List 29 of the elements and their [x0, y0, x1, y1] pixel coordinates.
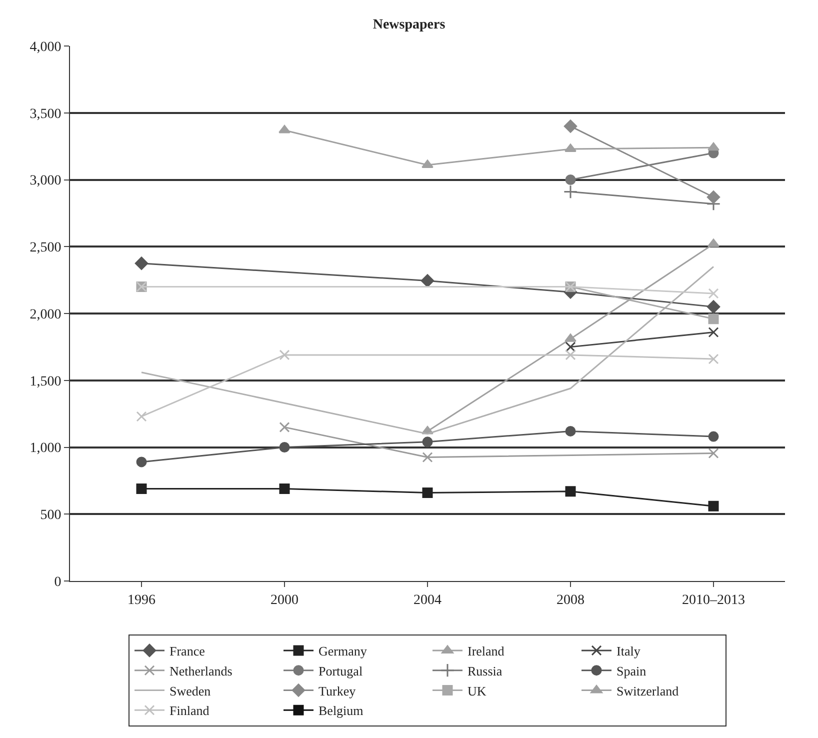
- y-tick-label: 0: [54, 574, 62, 590]
- y-tick-label: 1,500: [30, 374, 62, 390]
- legend-label: Switzerland: [616, 683, 680, 698]
- legend-label: Sweden: [170, 683, 212, 698]
- x-tick-label: 2000: [270, 592, 298, 608]
- y-tick-label: 3,500: [30, 106, 62, 122]
- legend-label: Finland: [170, 703, 210, 718]
- legend-label: Belgium: [318, 703, 364, 718]
- y-tick-label: 1,000: [30, 441, 62, 456]
- y-tick-label: 3,000: [30, 174, 62, 189]
- y-tick-label: 2,500: [30, 240, 62, 256]
- y-tick-label: 4,000: [30, 40, 62, 55]
- legend-label: Italy: [616, 644, 641, 659]
- x-tick-label: 2004: [414, 592, 442, 608]
- legend-label: Portugal: [318, 663, 363, 678]
- legend-label: Russia: [468, 663, 502, 678]
- chart-title: Newspapers: [372, 17, 446, 32]
- legend-label: Spain: [616, 663, 647, 678]
- x-tick-label: 1996: [128, 592, 156, 608]
- y-tick-label: 2,000: [30, 307, 62, 322]
- legend-label: France: [170, 644, 206, 659]
- legend-label: Turkey: [318, 683, 356, 698]
- legend-label: Ireland: [468, 644, 505, 659]
- legend-label: Netherlands: [170, 663, 232, 678]
- legend-label: UK: [468, 683, 487, 698]
- y-tick-label: 500: [40, 508, 62, 524]
- x-tick-label: 2008: [556, 592, 584, 608]
- legend-label: Germany: [318, 644, 368, 659]
- x-tick-label: 2010–2013: [682, 592, 745, 608]
